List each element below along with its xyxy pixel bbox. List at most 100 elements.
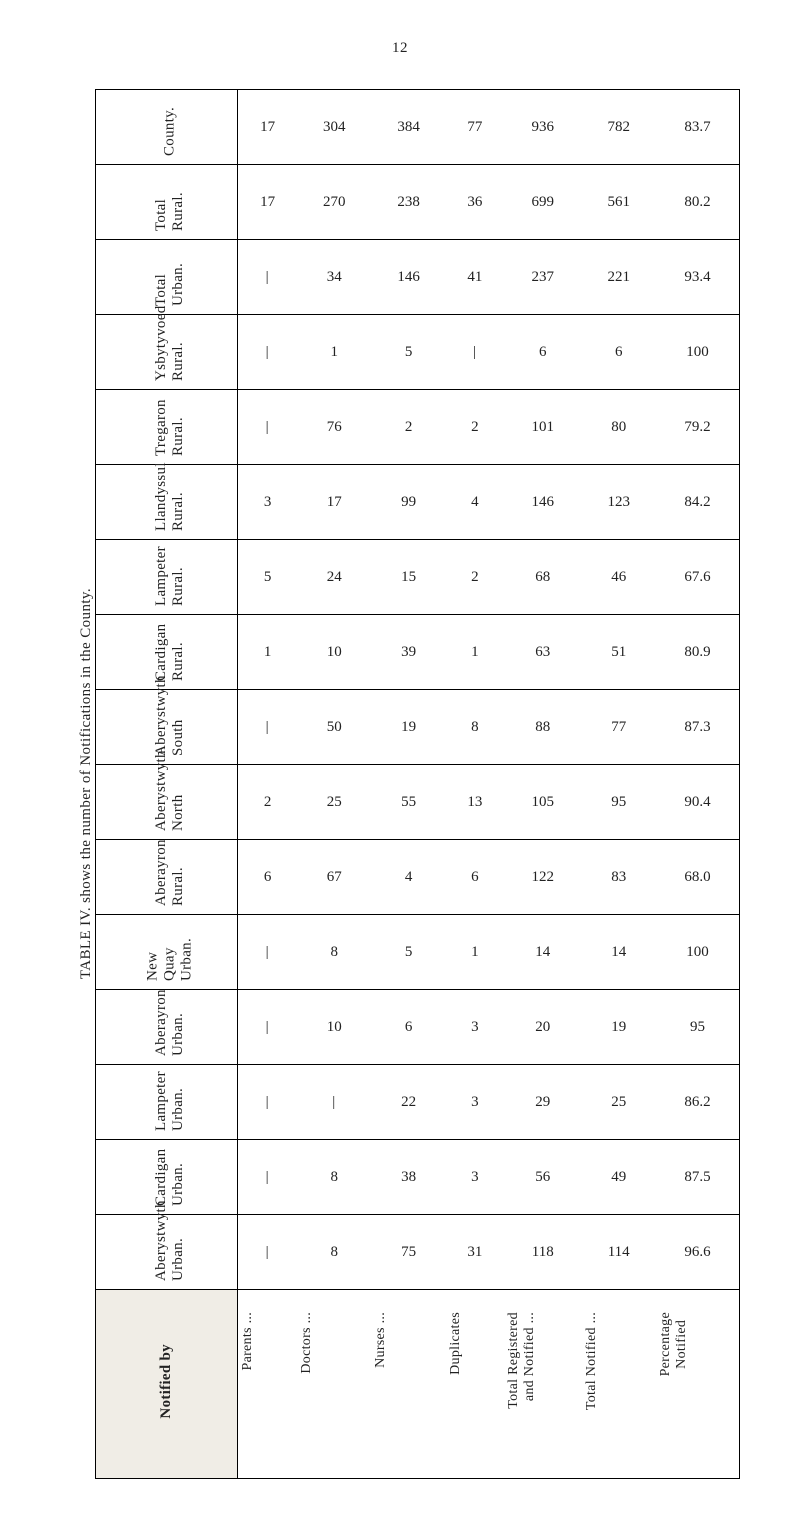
page-number: 12 (60, 40, 740, 57)
row-header: New Quay Urban. (96, 915, 238, 990)
table-wrap: TABLE IV. shows the number of Notificati… (60, 89, 740, 1479)
table-cell: 17 (238, 90, 297, 165)
table-cell: 77 (582, 690, 656, 765)
table-cell: 68 (504, 540, 582, 615)
table-cell: 8 (297, 1140, 371, 1215)
table-cell: 93.4 (656, 240, 740, 315)
table-cell: 90.4 (656, 765, 740, 840)
table-cell: 17 (238, 165, 297, 240)
table-cell: 2 (238, 765, 297, 840)
table-cell: 3 (446, 1065, 504, 1140)
table-cell: | (238, 390, 297, 465)
table-cell: 80.2 (656, 165, 740, 240)
table-cell: 75 (371, 1215, 445, 1290)
column-header: Total Registered and Notified ... (504, 1290, 582, 1479)
table-cell: 238 (371, 165, 445, 240)
table-cell: 1 (446, 915, 504, 990)
table-cell: 96.6 (656, 1215, 740, 1290)
table-cell: 76 (297, 390, 371, 465)
table-cell: 87.3 (656, 690, 740, 765)
table-cell: 51 (582, 615, 656, 690)
table-cell: 19 (371, 690, 445, 765)
table-row: Aberayron Urban.|1063201995 (96, 990, 740, 1065)
row-header: Aberayron Rural. (96, 840, 238, 915)
column-header: Nurses ... (371, 1290, 445, 1479)
table-cell: | (238, 690, 297, 765)
table-cell: 88 (504, 690, 582, 765)
table-cell: 95 (582, 765, 656, 840)
table-cell: 5 (371, 915, 445, 990)
table-row: Cardigan Rural.110391635180.9 (96, 615, 740, 690)
table-cell: 6 (446, 840, 504, 915)
table-cell: 87.5 (656, 1140, 740, 1215)
table-cell: 67 (297, 840, 371, 915)
table-cell: 1 (446, 615, 504, 690)
table-cell: 56 (504, 1140, 582, 1215)
row-header: Aberystwyth Urban. (96, 1215, 238, 1290)
column-header: Doctors ... (297, 1290, 371, 1479)
table-cell: | (238, 315, 297, 390)
table-cell: 5 (238, 540, 297, 615)
table-cell: 101 (504, 390, 582, 465)
column-header: Parents ... (238, 1290, 297, 1479)
table-cell: | (238, 915, 297, 990)
table-cell: 25 (297, 765, 371, 840)
table-cell: 13 (446, 765, 504, 840)
table-row: Lampeter Urban.||223292586.2 (96, 1065, 740, 1140)
table-cell: 86.2 (656, 1065, 740, 1140)
table-cell: 67.6 (656, 540, 740, 615)
table-cell: 1 (238, 615, 297, 690)
table-cell: 6 (371, 990, 445, 1065)
table-cell: 19 (582, 990, 656, 1065)
table-row: Ysbytyvoed Rural.|15|66100 (96, 315, 740, 390)
table-cell: 99 (371, 465, 445, 540)
table-cell: 34 (297, 240, 371, 315)
table-cell: 3 (446, 1140, 504, 1215)
row-header: Ysbytyvoed Rural. (96, 315, 238, 390)
notifications-table: County.173043847793678283.7Total Rural.1… (95, 89, 740, 1479)
table-cell: 15 (371, 540, 445, 615)
table-cell: 3 (238, 465, 297, 540)
table-cell: 10 (297, 990, 371, 1065)
row-header: Tregaron Rural. (96, 390, 238, 465)
table-cell: 1 (297, 315, 371, 390)
table-row: County.173043847793678283.7 (96, 90, 740, 165)
column-header-row: Notified byParents ...Doctors ...Nurses … (96, 1290, 740, 1479)
row-header: Aberystwyth North (96, 765, 238, 840)
table-row: Aberystwyth South|50198887787.3 (96, 690, 740, 765)
table-cell: 123 (582, 465, 656, 540)
column-header: Percentage Notified (656, 1290, 740, 1479)
table-cell: | (238, 1140, 297, 1215)
table-row: Llandyssul Rural.31799414612384.2 (96, 465, 740, 540)
table-cell: 22 (371, 1065, 445, 1140)
column-header: Duplicates (446, 1290, 504, 1479)
table-cell: 146 (371, 240, 445, 315)
notified-by-label: Notified by (96, 1290, 238, 1479)
table-row: Aberystwyth Urban.|8753111811496.6 (96, 1215, 740, 1290)
table-caption: TABLE IV. shows the number of Notificati… (60, 588, 95, 979)
table-cell: 8 (297, 1215, 371, 1290)
table-cell: 122 (504, 840, 582, 915)
table-cell: 237 (504, 240, 582, 315)
table-cell: 8 (446, 690, 504, 765)
table-cell: 68.0 (656, 840, 740, 915)
table-cell: 55 (371, 765, 445, 840)
table-cell: 270 (297, 165, 371, 240)
table-cell: | (297, 1065, 371, 1140)
table-cell: 2 (371, 390, 445, 465)
table-cell: 5 (371, 315, 445, 390)
table-cell: 6 (504, 315, 582, 390)
row-header: Llandyssul Rural. (96, 465, 238, 540)
table-cell: 50 (297, 690, 371, 765)
table-cell: 3 (446, 990, 504, 1065)
table-cell: 561 (582, 165, 656, 240)
table-cell: | (446, 315, 504, 390)
row-header: Lampeter Rural. (96, 540, 238, 615)
table-cell: 41 (446, 240, 504, 315)
table-cell: 83 (582, 840, 656, 915)
table-cell: 20 (504, 990, 582, 1065)
row-header: Total Rural. (96, 165, 238, 240)
table-cell: 95 (656, 990, 740, 1065)
table-cell: 114 (582, 1215, 656, 1290)
table-cell: 14 (504, 915, 582, 990)
